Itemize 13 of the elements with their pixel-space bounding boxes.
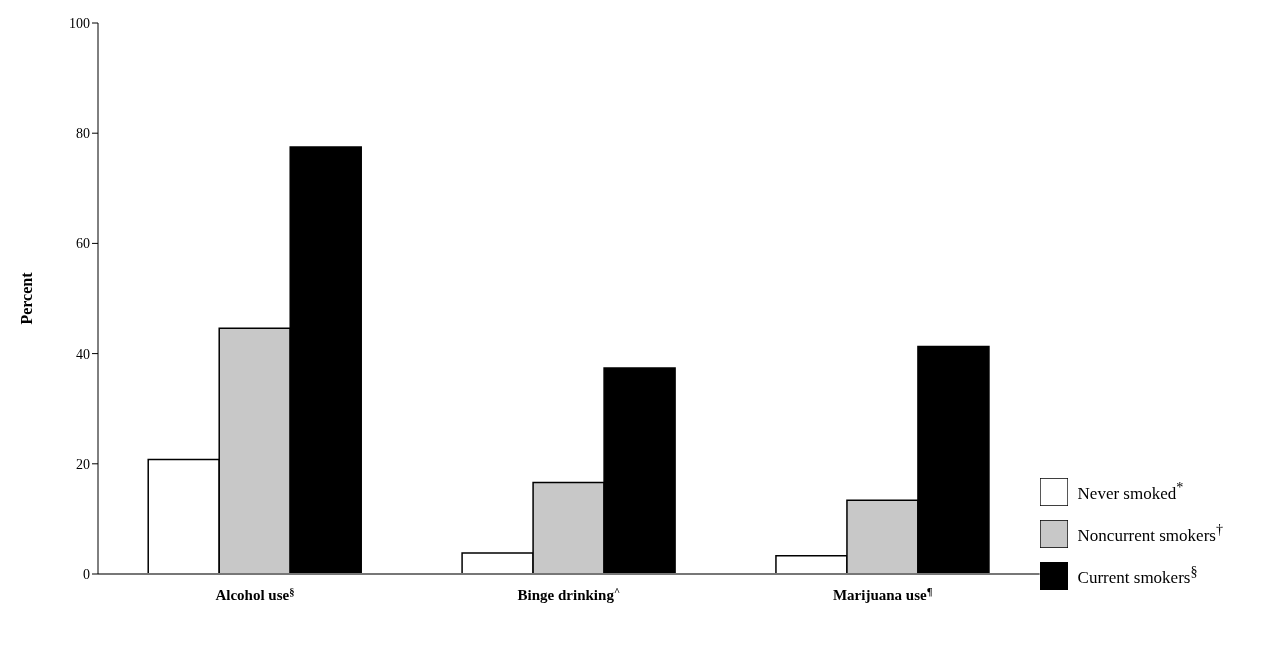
legend-label: Current smokers$^{§}$ (1077, 563, 1198, 588)
legend-label: Noncurrent smokers$^{†}$ (1077, 521, 1223, 546)
y-tick-label: 100 (69, 15, 90, 31)
x-tick-label: Binge drinking$^{^}$ (517, 585, 620, 603)
y-tick-label: 0 (83, 566, 90, 582)
x-tick-label: Alcohol use$^{§}$ (215, 585, 295, 603)
legend-label: Never smoked$^{*}$ (1077, 479, 1184, 504)
x-tick-label: Marijuana use$^{¶}$ (832, 585, 933, 603)
y-tick-label: 80 (76, 126, 90, 142)
y-tick-label: 40 (76, 346, 90, 362)
y-axis-title: Percent (17, 271, 35, 325)
y-tick-label: 20 (76, 456, 90, 472)
y-tick-label: 60 (76, 236, 90, 252)
